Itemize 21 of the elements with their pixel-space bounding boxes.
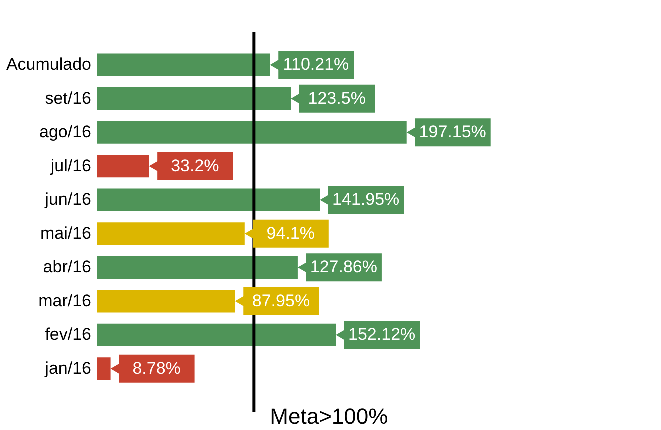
data-label: 94.1% xyxy=(266,224,315,243)
ref-line-label: Meta>100% xyxy=(270,404,388,429)
data-label: 152.12% xyxy=(348,325,416,344)
data-label: 127.86% xyxy=(310,258,378,277)
y-tick-label: mai/16 xyxy=(40,224,92,243)
data-label: 141.95% xyxy=(332,190,400,210)
data-label: 33.2% xyxy=(171,156,220,176)
y-tick-label: Acumulado xyxy=(6,55,92,74)
y-tick-label: jul/16 xyxy=(50,156,92,176)
data-label: 110.21% xyxy=(283,55,350,74)
y-tick-label: jan/16 xyxy=(44,358,92,378)
data-label: 87.95% xyxy=(252,291,310,310)
data-label: 123.5% xyxy=(308,88,366,108)
y-tick-label: fev/16 xyxy=(45,325,92,344)
y-tick-label: ago/16 xyxy=(40,122,92,142)
y-tick-label: set/16 xyxy=(45,88,92,108)
y-tick-label: mar/16 xyxy=(38,291,92,310)
y-tick-label: abr/16 xyxy=(43,258,92,277)
data-label: 8.78% xyxy=(132,358,181,378)
y-tick-label: jun/16 xyxy=(44,190,92,210)
data-label: 197.15% xyxy=(419,122,486,142)
